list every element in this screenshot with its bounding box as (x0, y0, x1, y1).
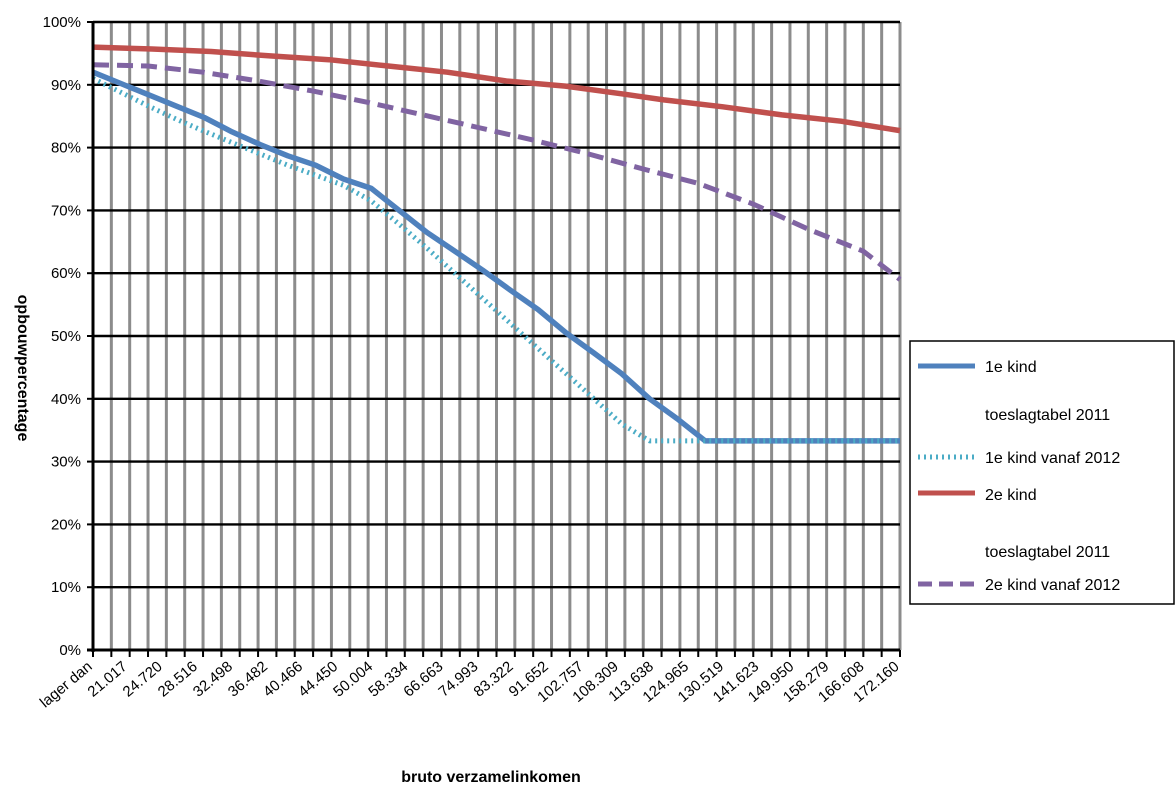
y-tick-label: 90% (51, 77, 81, 94)
x-axis-title: bruto verzamelinkomen (401, 769, 581, 786)
legend-label-2e-2011-line2: toeslagtabel 2011 (985, 544, 1110, 561)
x-tick-label: 28.516 (155, 658, 201, 701)
x-tick-label: 83.322 (471, 658, 517, 701)
axis-layer (87, 21, 901, 657)
x-tick-label: 24.720 (120, 658, 166, 701)
y-tick-label: 10% (51, 579, 81, 596)
series-line-1 (91, 69, 900, 444)
legend-frame (909, 340, 1175, 605)
legend-label-1e-2011-line2: toeslagtabel 2011 (985, 407, 1110, 424)
x-tick-label: 32.498 (190, 658, 236, 701)
x-tick-label: 66.663 (400, 658, 446, 701)
y-tick-label: 80% (51, 140, 81, 157)
y-tick-label: 60% (51, 265, 81, 282)
legend: 1e kind toeslagtabel 2011 1e kind vanaf … (909, 340, 1175, 605)
x-tick-label: 74.993 (435, 658, 481, 701)
series-layer (91, 44, 902, 444)
y-tick-label: 70% (51, 202, 81, 219)
series-line-3 (92, 44, 901, 134)
legend-label-1e-2012: 1e kind vanaf 2012 (985, 450, 1120, 467)
legend-label-2e-2011-line1: 2e kind (985, 487, 1037, 504)
y-axis-title: opbouwpercentage (14, 295, 31, 442)
y-tick-label: 20% (51, 516, 81, 533)
y-tick-label: 0% (59, 642, 81, 659)
x-tick-label: 58.334 (365, 658, 411, 701)
y-tick-label: 50% (51, 328, 81, 345)
x-tick-label: 44.450 (295, 658, 341, 701)
grid-layer (91, 20, 902, 652)
series-line-4 (92, 62, 902, 282)
y-tick-label: 100% (43, 14, 81, 31)
x-tick-label: 40.466 (260, 658, 306, 701)
x-tick-label: 21.017 (85, 658, 131, 701)
legend-label-2e-2012: 2e kind vanaf 2012 (985, 577, 1120, 594)
y-tick-label: 40% (51, 391, 81, 408)
x-tick-label: 50.004 (330, 658, 376, 701)
x-tick-label: 36.482 (225, 658, 271, 701)
legend-label-1e-2011-line1: 1e kind (985, 359, 1037, 376)
y-tick-label: 30% (51, 454, 81, 471)
